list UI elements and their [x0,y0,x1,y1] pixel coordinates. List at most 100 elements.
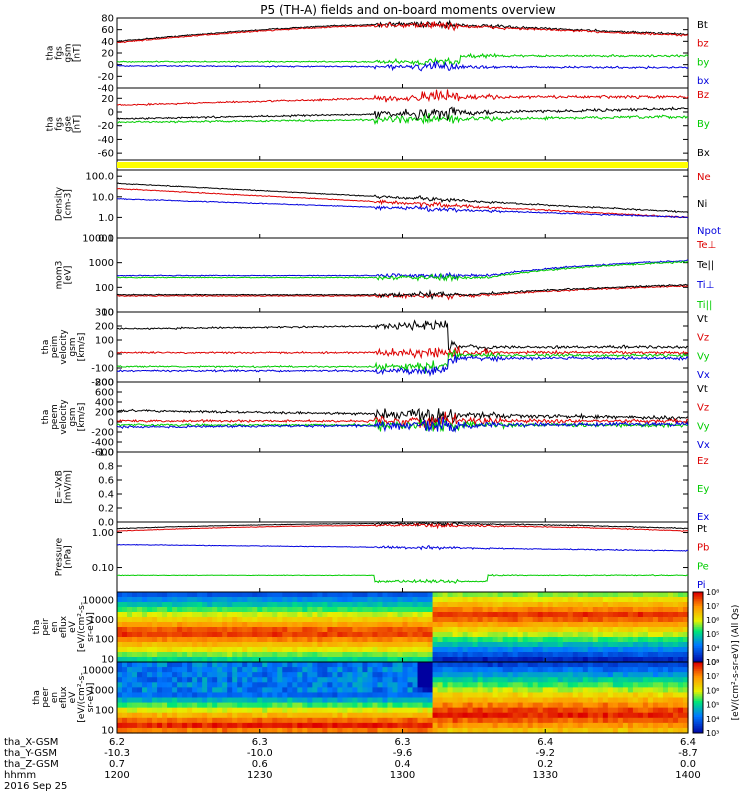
footer-value: 6.4 [537,737,553,748]
heatmap-cell [452,627,459,633]
heatmap-cell [552,642,559,648]
heatmap-cell [467,697,474,704]
heatmap-cell [597,692,604,699]
heatmap-cell [252,657,258,663]
heatmap-cell [472,622,479,628]
heatmap-cell [587,602,594,608]
heatmap-cell [487,672,494,678]
heatmap-cell [127,707,133,714]
heatmap-cell [372,642,379,648]
heatmap-cell [122,702,128,709]
heatmap-cell [622,717,629,724]
heatmap-cell [307,717,313,724]
heatmap-cell [537,657,544,663]
heatmap-cell [637,657,644,663]
heatmap-cell [247,592,253,598]
heatmap-cell [212,657,218,663]
heatmap-cell [327,642,333,648]
heatmap-cell [322,662,328,668]
series-by [116,52,689,67]
heatmap-cell [307,727,313,734]
heatmap-cell [502,612,509,618]
heatmap-cell [207,607,213,613]
heatmap-cell [432,672,439,678]
heatmap-cell [497,702,504,709]
heatmap-cell [177,702,183,709]
heatmap-cell [617,697,624,704]
heatmap-cell [537,647,544,653]
heatmap-cell [342,657,348,663]
heatmap-cell [677,652,684,658]
ylabel-line: sr-eV)] [86,683,96,713]
heatmap-cell [162,717,168,724]
heatmap-cell [122,707,128,714]
heatmap-cell [597,657,604,663]
heatmap-cell [247,717,253,724]
colorbar-cell [693,667,703,670]
ytick-label: 0.6 [98,476,114,487]
heatmap-cell [622,617,629,623]
heatmap-cell [147,667,153,673]
heatmap-cell [582,662,589,668]
heatmap-cell [197,682,203,688]
heatmap-cell [232,602,238,608]
heatmap-cell [537,712,544,719]
heatmap-cell [137,687,143,694]
heatmap-cell [122,642,128,648]
heatmap-cell [432,632,439,638]
heatmap-cell [587,617,594,623]
heatmap-cell [657,647,664,653]
heatmap-cell [282,722,288,729]
heatmap-cell [652,697,659,704]
heatmap-cell [257,687,263,694]
heatmap-cell [617,707,624,714]
heatmap-cell [407,657,414,663]
heatmap-cell [327,702,333,709]
heatmap-cell [342,617,348,623]
heatmap-cell [577,672,584,678]
heatmap-cell [527,652,534,658]
heatmap-cell [477,722,484,729]
colorbar-label: [eV/(cm²-s-sr-eV)] (All Qs) [731,605,741,721]
heatmap-cell [487,662,494,668]
heatmap-cell [277,647,283,653]
heatmap-cell [177,652,183,658]
heatmap-cell [427,652,434,658]
heatmap-cell [532,657,539,663]
colorbar-cell [693,693,703,697]
heatmap-cell [617,692,624,699]
heatmap-cell [277,677,283,683]
heatmap-cell [172,707,178,714]
heatmap-cell [502,592,509,598]
heatmap-cell [187,652,193,658]
heatmap-cell [382,607,389,613]
heatmap-cell [432,647,439,653]
heatmap-cell [207,682,213,688]
heatmap-cell [432,722,439,729]
heatmap-cell [367,637,374,643]
heatmap-cell [317,697,323,704]
heatmap-cell [582,642,589,648]
heatmap-cell [487,622,494,628]
heatmap-cell [147,727,153,734]
heatmap-cell [497,592,504,598]
heatmap-cell [602,657,609,663]
heatmap-cell [587,697,594,704]
ylabel-line: peem [50,404,60,430]
heatmap-cell [442,622,449,628]
heatmap-cell [252,652,258,658]
heatmap-cell [387,717,394,724]
heatmap-cell [252,612,258,618]
heatmap-cell [217,667,223,673]
heatmap-cell [547,657,554,663]
heatmap-cell [677,632,684,638]
heatmap-cell [437,602,444,608]
heatmap-cell [432,727,439,734]
colorbar-cell [693,606,703,609]
heatmap-cell [462,607,469,613]
heatmap-cell [537,597,544,603]
heatmap-cell [422,632,429,638]
heatmap-cell [612,617,619,623]
heatmap-cell [227,722,233,729]
heatmap-cell [237,702,243,709]
